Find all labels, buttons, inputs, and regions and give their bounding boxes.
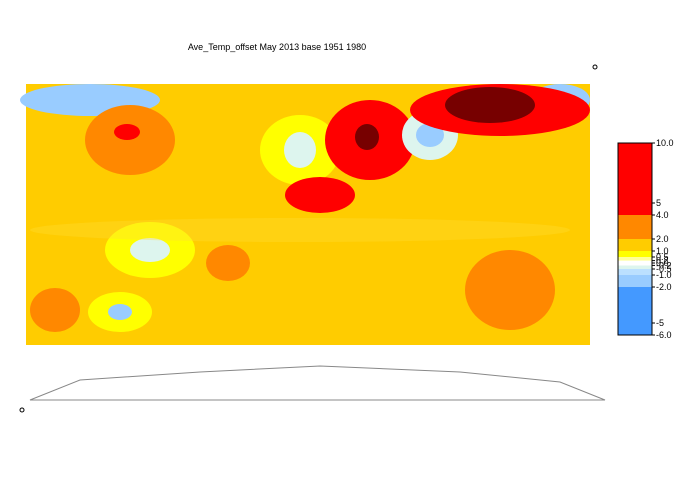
color-band (618, 215, 652, 239)
map (19, 64, 606, 413)
color-band (618, 251, 652, 257)
region (30, 218, 570, 242)
region (465, 250, 555, 330)
color-band (618, 260, 652, 266)
region (30, 288, 80, 332)
region (108, 304, 132, 320)
tick-label: 4.0 (656, 210, 669, 220)
region (206, 245, 250, 281)
region (416, 123, 444, 147)
tick-label: -2.0 (656, 282, 672, 292)
color-band (618, 239, 652, 251)
tick-label: 5 (656, 198, 661, 208)
region (285, 177, 355, 213)
tick-label: 0.2 (656, 256, 669, 266)
chart-title: Ave_Temp_offset May 2013 base 1951 1980 (188, 42, 366, 52)
color-band (618, 269, 652, 275)
tick-label: 10.0 (656, 138, 674, 148)
tick-label: -5 (656, 318, 664, 328)
region (445, 87, 535, 123)
region (114, 124, 140, 140)
tick-label: -0.5 (656, 264, 672, 274)
tick-label: 0.5 (656, 252, 669, 262)
tick-label: -0.2 (656, 260, 672, 270)
region (85, 105, 175, 175)
corner-mark (592, 64, 598, 70)
region (355, 124, 379, 150)
color-band (618, 143, 652, 215)
region (284, 132, 316, 168)
color-band (618, 265, 652, 269)
antarctica (29, 365, 606, 401)
color-band (618, 257, 652, 261)
tick-label: -1.0 (656, 270, 672, 280)
tick-label: 0.0 (656, 258, 669, 268)
tick-label: -6.0 (656, 330, 672, 340)
color-band (618, 287, 652, 335)
tick-label: 2.0 (656, 234, 669, 244)
color-band (618, 275, 652, 287)
region (130, 238, 170, 262)
corner-mark (19, 407, 25, 413)
tick-label: 1.0 (656, 246, 669, 256)
